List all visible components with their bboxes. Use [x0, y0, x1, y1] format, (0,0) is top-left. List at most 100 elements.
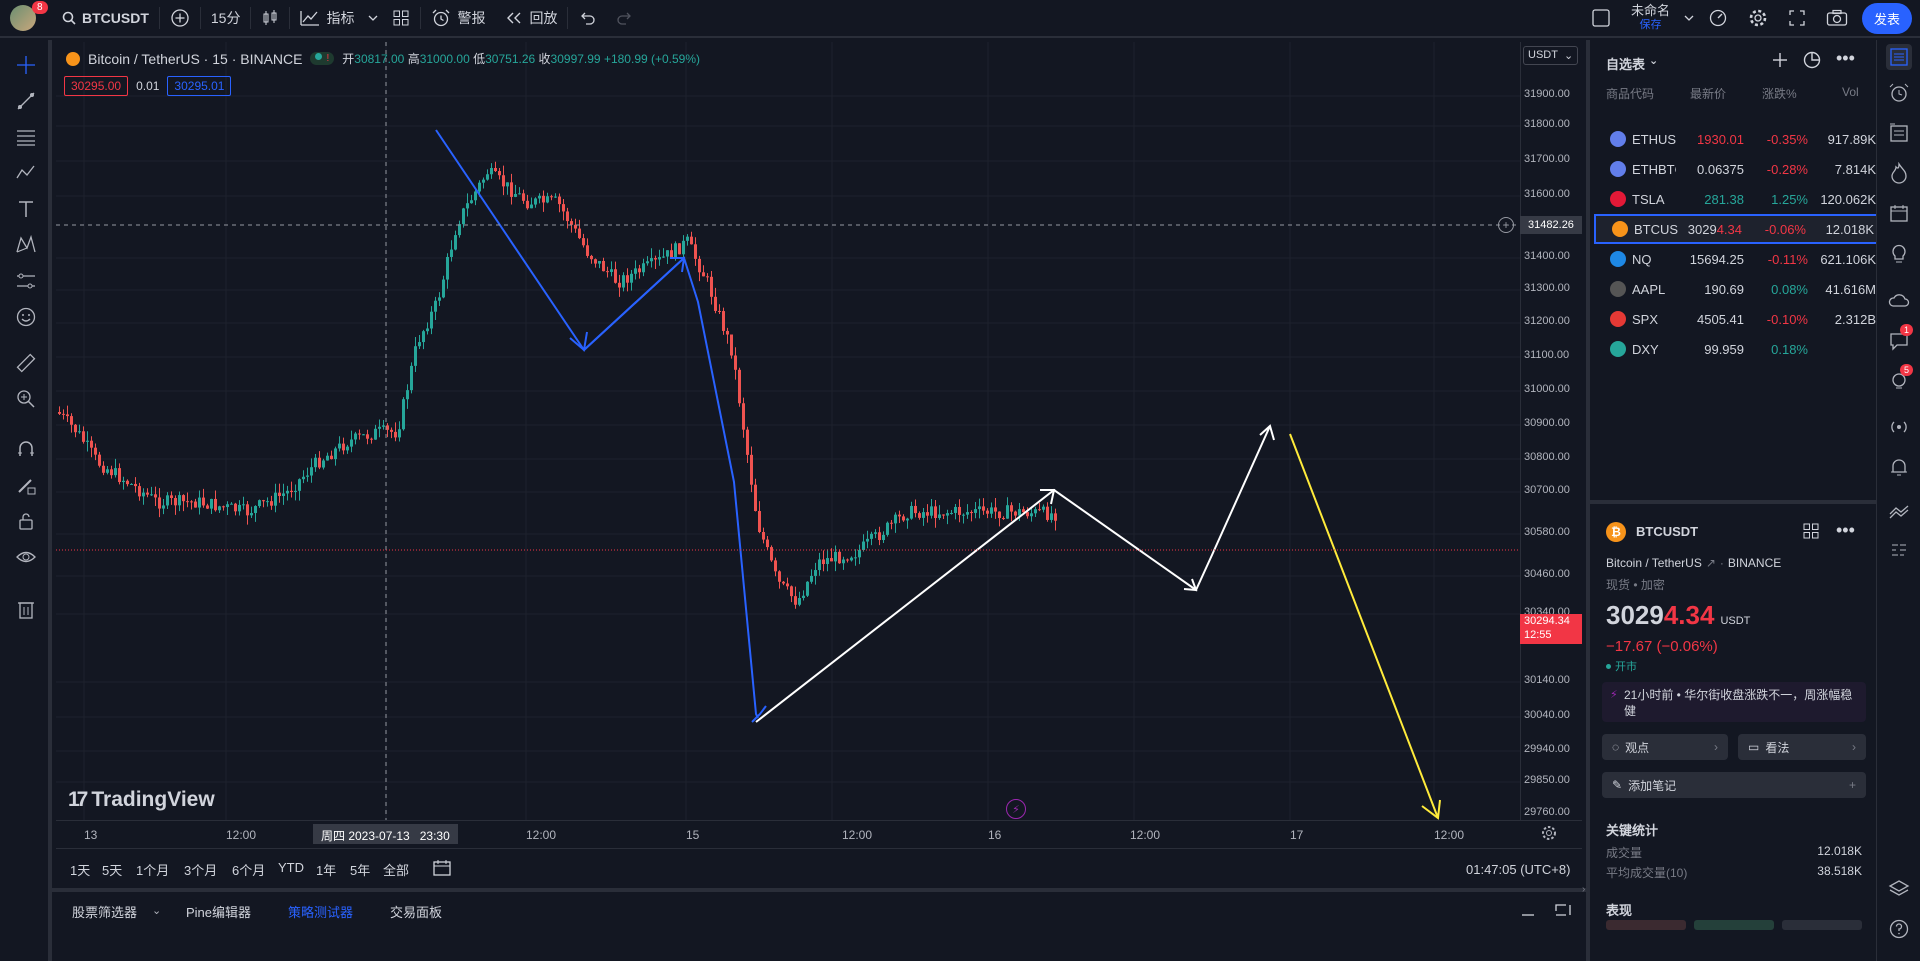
watchlist-row[interactable]: TSLA 281.38 1.25% 120.062K — [1594, 184, 1880, 214]
pine-toggle[interactable] — [1886, 498, 1912, 524]
clock-timezone[interactable]: 01:47:05 (UTC+8) — [1466, 862, 1571, 877]
alert-button[interactable]: 警报 — [421, 0, 495, 37]
time-axis[interactable] — [56, 820, 1582, 848]
market-status-pill[interactable]: ! — [310, 52, 335, 65]
replay-button[interactable]: 回放 — [495, 0, 567, 37]
remove-drawings-tool[interactable] — [13, 596, 39, 622]
bottom-tab[interactable]: Pine编辑器 — [186, 905, 252, 920]
details-more-button[interactable]: ••• — [1836, 520, 1855, 541]
performance-cell[interactable] — [1694, 920, 1774, 930]
news-item[interactable]: ⚡ 21小时前 • 华尔街收盘涨跌不一，周涨幅稳健 — [1602, 682, 1866, 722]
performance-cell[interactable] — [1606, 920, 1686, 930]
quick-search-button[interactable] — [1698, 0, 1738, 37]
watchlist-row[interactable]: SPX 4505.41 -0.10% 2.312B — [1594, 304, 1880, 334]
hide-drawings-tool[interactable] — [13, 544, 39, 570]
ideas-toggle[interactable] — [1886, 240, 1912, 266]
details-symbol[interactable]: BTCUSDT — [1636, 524, 1699, 539]
maximize-panel-button[interactable] — [1554, 902, 1572, 921]
buy-button[interactable]: 30295.01 — [167, 76, 232, 96]
settings-button[interactable] — [1738, 0, 1778, 37]
details-layout-button[interactable] — [1802, 522, 1820, 543]
indicators-dropdown[interactable] — [364, 0, 382, 37]
magnet-tool[interactable] — [13, 436, 39, 462]
fib-tool[interactable] — [13, 124, 39, 150]
calendar-toggle[interactable] — [1886, 200, 1912, 226]
range-button[interactable]: 5年 — [350, 863, 371, 878]
minds-toggle[interactable]: 5 — [1886, 364, 1914, 394]
notifications-toggle[interactable] — [1886, 454, 1912, 480]
text-tool[interactable] — [13, 196, 39, 222]
date-range-button[interactable] — [432, 858, 452, 881]
minimize-panel-button[interactable] — [1520, 902, 1536, 921]
select-layout-checkbox[interactable] — [1581, 0, 1621, 37]
sell-button[interactable]: 30295.00 — [64, 76, 129, 96]
watchlist-title-button[interactable]: 自选表 ⌄ — [1606, 54, 1658, 73]
axis-settings-button[interactable] — [1540, 824, 1560, 844]
avatar[interactable]: 8 — [0, 0, 52, 37]
symbol-search-button[interactable]: BTCUSDT — [52, 0, 159, 37]
ideas-button[interactable]: ◌ 观点 › — [1602, 734, 1728, 760]
watchlist-toggle[interactable] — [1886, 44, 1912, 70]
advanced-view-button[interactable] — [1802, 50, 1822, 73]
help-toggle[interactable] — [1886, 916, 1912, 942]
add-symbol-button[interactable] — [1770, 50, 1790, 73]
compare-button[interactable] — [160, 0, 200, 37]
stay-drawing-tool[interactable] — [13, 472, 39, 498]
col-vol[interactable]: Vol — [1842, 85, 1859, 99]
range-button[interactable]: 3个月 — [184, 863, 218, 878]
watchlist-row[interactable]: AAPL 190.69 0.08% 41.616M — [1594, 274, 1880, 304]
pattern-tool[interactable] — [13, 160, 39, 186]
lock-drawings-tool[interactable] — [13, 508, 39, 534]
indicators-button[interactable]: 指标 — [290, 0, 364, 37]
layout-name-button[interactable]: 未命名 保存 — [1621, 0, 1680, 37]
col-last[interactable]: 最新价 — [1690, 87, 1727, 101]
performance-cell[interactable] — [1782, 920, 1862, 930]
watchlist-row[interactable]: ETHBTC 0.06375 -0.28% 7.814K — [1594, 154, 1880, 184]
watchlist-row[interactable]: ETHUSDT 1930.01 -0.35% 917.89K — [1594, 124, 1880, 154]
col-symbol[interactable]: 商品代码 — [1606, 87, 1655, 101]
ruler-tool[interactable] — [13, 350, 39, 376]
hotlists-toggle[interactable] — [1886, 160, 1912, 186]
range-button[interactable]: 1个月 — [136, 863, 170, 878]
chats-toggle[interactable]: 1 — [1886, 324, 1914, 354]
currency-selector[interactable]: USDT ⌄ — [1523, 46, 1579, 65]
xabcd-tool[interactable] — [13, 232, 39, 258]
price-axis[interactable]: USDT ⌄ — [1520, 42, 1582, 820]
crosshair-tool[interactable] — [13, 52, 39, 78]
bottom-tab[interactable]: 交易面板 — [390, 905, 443, 920]
snapshot-button[interactable] — [1816, 0, 1858, 37]
screener-dropdown-icon[interactable]: ⌄ — [152, 905, 162, 917]
lightning-icon[interactable]: ⚡ — [1006, 799, 1026, 819]
alerts-toggle[interactable] — [1886, 80, 1912, 106]
forecast-tool[interactable] — [13, 268, 39, 294]
data-window-toggle[interactable] — [1886, 120, 1912, 146]
zoom-tool[interactable] — [13, 386, 39, 412]
chart-pane[interactable]: Bitcoin / TetherUS · 15 · BINANCE ! 开308… — [56, 42, 1520, 820]
range-button[interactable]: 6个月 — [232, 863, 266, 878]
watchlist-more-button[interactable]: ••• — [1836, 48, 1855, 69]
interval-button[interactable]: 15分 — [210, 10, 241, 26]
range-button[interactable]: 全部 — [383, 863, 410, 878]
dom-toggle[interactable] — [1886, 538, 1912, 564]
range-button[interactable]: 1天 — [70, 863, 91, 878]
price-chart[interactable] — [56, 42, 1520, 820]
chart-type-button[interactable] — [251, 0, 289, 37]
add-note-button[interactable]: ✎ 添加笔记 + — [1602, 772, 1866, 798]
bottom-tab[interactable]: 策略测试器 — [288, 905, 354, 920]
signals-toggle[interactable] — [1886, 414, 1912, 440]
range-button[interactable]: 1年 — [316, 863, 337, 878]
external-link-icon[interactable]: ↗ — [1705, 556, 1716, 570]
watchlist-row[interactable]: DXY 99.959 0.18% — [1594, 334, 1880, 364]
streams-toggle[interactable] — [1886, 288, 1912, 314]
layers-toggle[interactable] — [1886, 876, 1912, 902]
minds-button[interactable]: ▭ 看法 › — [1738, 734, 1866, 760]
range-button[interactable]: 5天 — [102, 863, 123, 878]
layout-templates-button[interactable] — [382, 0, 420, 37]
range-button[interactable]: YTD — [278, 860, 304, 875]
col-change[interactable]: 涨跌% — [1762, 87, 1797, 101]
fullscreen-button[interactable] — [1778, 0, 1816, 37]
watchlist-row[interactable]: NQ 15694.25 -0.11% 621.106K — [1594, 244, 1880, 274]
trendline-tool[interactable] — [13, 88, 39, 114]
crosshair-add-button[interactable]: + — [1498, 217, 1514, 233]
undo-button[interactable] — [568, 0, 606, 37]
